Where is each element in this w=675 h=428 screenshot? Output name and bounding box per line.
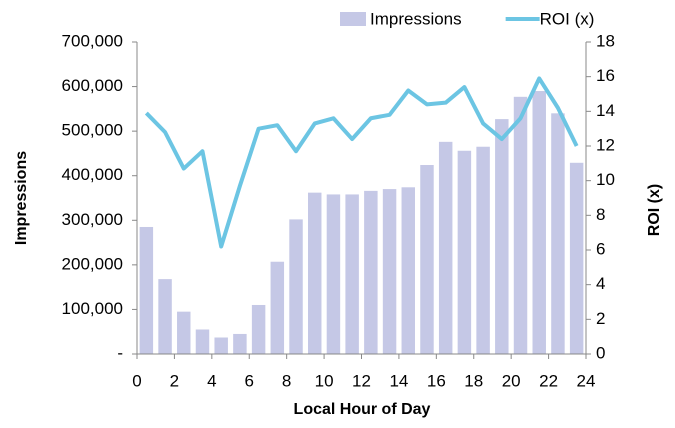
y-tick-label: 100,000	[62, 299, 123, 318]
y-tick-label: -	[117, 343, 123, 362]
bar	[251, 304, 266, 354]
y2-axis-label: ROI (x)	[646, 184, 663, 236]
bar	[420, 165, 434, 354]
x-tick-label: 18	[464, 371, 483, 390]
bar	[214, 337, 228, 354]
y-tick-label: 500,000	[62, 121, 123, 140]
bar	[158, 279, 172, 354]
y2-tick-label: 14	[596, 101, 615, 120]
y2-tick-label: 10	[596, 170, 615, 189]
x-tick-label: 16	[427, 371, 446, 390]
x-tick-label: 0	[132, 371, 141, 390]
y2-tick-label: 16	[596, 66, 615, 85]
y-tick-label: 700,000	[62, 31, 123, 50]
bar	[551, 113, 565, 354]
legend-swatch	[340, 12, 366, 26]
y2-tick-label: 8	[596, 205, 605, 224]
bar	[233, 333, 247, 354]
x-tick-label: 10	[315, 371, 334, 390]
bar	[495, 119, 509, 354]
y-tick-label: 400,000	[62, 165, 123, 184]
bar	[532, 91, 546, 355]
bar	[569, 162, 584, 354]
bar	[177, 311, 191, 354]
bar	[438, 141, 453, 354]
line	[144, 76, 579, 249]
y-axis-label: Impressions	[13, 151, 30, 245]
bar	[307, 192, 322, 354]
bar	[457, 150, 472, 354]
x-tick-label: 20	[502, 371, 521, 390]
x-tick-label: 24	[577, 371, 596, 390]
bar	[382, 189, 397, 354]
legend-label: Impressions	[370, 9, 462, 28]
y-tick-label: 300,000	[62, 210, 123, 229]
bar	[139, 226, 154, 354]
y-tick-label: 200,000	[62, 254, 123, 273]
x-tick-label: 14	[389, 371, 408, 390]
bar	[401, 187, 416, 354]
bar	[270, 261, 285, 354]
bar	[289, 219, 303, 354]
x-tick-label: 22	[539, 371, 558, 390]
bar	[364, 190, 378, 354]
y2-tick-label: 4	[596, 274, 605, 293]
y2-tick-label: 12	[596, 135, 615, 154]
legend-label: ROI (x)	[540, 9, 595, 28]
bar	[326, 194, 341, 354]
y2-tick-label: 0	[596, 343, 605, 362]
x-tick-label: 4	[207, 371, 216, 390]
y2-tick-label: 2	[596, 309, 605, 328]
y2-tick-label: 18	[596, 31, 615, 50]
y2-tick-label: 6	[596, 239, 605, 258]
y-tick-label: 600,000	[62, 76, 123, 95]
bar	[476, 146, 490, 354]
x-tick-label: 8	[282, 371, 291, 390]
x-axis-label: Local Hour of Day	[294, 401, 431, 418]
bar	[195, 329, 210, 354]
x-tick-label: 2	[170, 371, 179, 390]
x-tick-label: 12	[352, 371, 371, 390]
x-tick-label: 6	[245, 371, 254, 390]
bar	[345, 194, 359, 354]
bar	[513, 96, 528, 354]
